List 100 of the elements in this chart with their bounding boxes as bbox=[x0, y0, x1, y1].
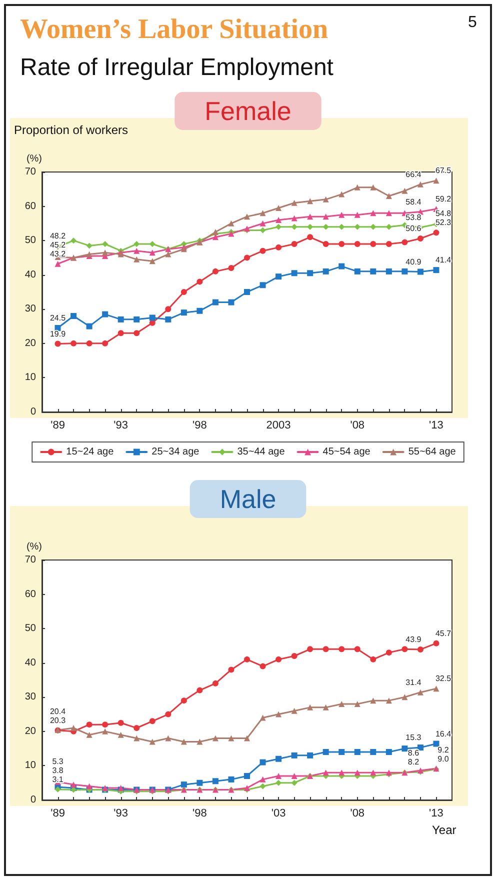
y-tick-label: 20 bbox=[24, 726, 36, 737]
point bbox=[276, 711, 282, 718]
point bbox=[291, 224, 298, 230]
point bbox=[86, 340, 92, 346]
point bbox=[102, 340, 108, 346]
point bbox=[276, 274, 282, 280]
point bbox=[291, 773, 298, 779]
point bbox=[354, 268, 360, 274]
x-tick-label: '98 bbox=[192, 420, 207, 432]
data-label: 3.1 bbox=[52, 774, 64, 784]
text: Women’s Labor Situation bbox=[20, 14, 328, 46]
data-label: 15.3 bbox=[406, 733, 422, 742]
point bbox=[370, 770, 376, 776]
point bbox=[180, 782, 187, 788]
point bbox=[322, 214, 329, 220]
point bbox=[276, 217, 282, 223]
point bbox=[228, 299, 234, 306]
data-label: 58.4 bbox=[406, 197, 422, 206]
point bbox=[338, 770, 345, 776]
point bbox=[307, 704, 314, 710]
point bbox=[228, 776, 234, 782]
point bbox=[212, 680, 218, 686]
x-tick-label: '93 bbox=[114, 808, 128, 820]
point bbox=[54, 340, 61, 347]
x-tick-label: '98 bbox=[192, 808, 207, 820]
point bbox=[322, 749, 329, 755]
point bbox=[149, 314, 156, 321]
point bbox=[102, 728, 108, 734]
point bbox=[338, 646, 345, 652]
x-tick-label: '89 bbox=[50, 808, 65, 820]
x-tick-label: '89 bbox=[50, 420, 65, 432]
data-label: 41.4 bbox=[435, 256, 452, 265]
point bbox=[260, 776, 266, 782]
point bbox=[165, 735, 172, 742]
point bbox=[370, 241, 376, 247]
point bbox=[228, 265, 234, 271]
point bbox=[228, 220, 234, 226]
point bbox=[134, 248, 140, 254]
data-label: 9.2 bbox=[438, 746, 450, 755]
point bbox=[196, 738, 203, 745]
point bbox=[354, 184, 360, 190]
point bbox=[402, 239, 408, 246]
point bbox=[102, 241, 108, 247]
data-label: 54.8 bbox=[435, 209, 452, 218]
point bbox=[354, 224, 360, 230]
text: Proportion of workers bbox=[14, 123, 130, 138]
data-label: 20.4 bbox=[50, 706, 66, 716]
point bbox=[322, 704, 329, 710]
point bbox=[212, 268, 218, 274]
data-label: 32.5 bbox=[435, 674, 452, 684]
x-tick-label: '03 bbox=[271, 808, 286, 820]
point bbox=[307, 234, 314, 240]
point bbox=[338, 241, 345, 247]
data-label: 24.5 bbox=[50, 314, 66, 322]
point bbox=[70, 238, 77, 244]
point bbox=[118, 732, 124, 738]
x-tick-label: '93 bbox=[114, 420, 128, 432]
y-tick-label: 50 bbox=[24, 235, 36, 246]
point bbox=[307, 752, 314, 758]
x-tick-label: '13 bbox=[429, 420, 444, 432]
point bbox=[386, 193, 392, 199]
point bbox=[307, 646, 314, 652]
point bbox=[417, 689, 424, 696]
point bbox=[402, 268, 408, 274]
point bbox=[260, 220, 266, 226]
point bbox=[134, 256, 140, 262]
point bbox=[149, 250, 156, 256]
point bbox=[165, 711, 172, 718]
point bbox=[338, 191, 345, 198]
point bbox=[370, 749, 376, 755]
point bbox=[260, 248, 266, 254]
text: 5 bbox=[468, 14, 477, 32]
point bbox=[322, 241, 329, 247]
point bbox=[70, 340, 77, 346]
point bbox=[354, 646, 360, 652]
point bbox=[354, 241, 360, 247]
point bbox=[307, 270, 314, 276]
y-tick-label: 30 bbox=[24, 692, 36, 703]
data-label: 43.2 bbox=[50, 249, 66, 258]
point bbox=[386, 749, 392, 755]
point bbox=[196, 308, 203, 314]
point bbox=[276, 773, 282, 779]
point bbox=[291, 215, 298, 222]
point bbox=[212, 735, 218, 742]
point bbox=[417, 268, 424, 275]
data-label: 53.8 bbox=[406, 213, 422, 222]
legend-label: 55~64 age bbox=[408, 446, 456, 458]
point bbox=[86, 722, 92, 728]
point bbox=[260, 210, 266, 216]
point bbox=[276, 656, 282, 662]
point bbox=[322, 770, 329, 776]
data-label: 8.6 bbox=[408, 748, 420, 758]
point bbox=[370, 268, 376, 274]
legend-label: 25~34 age bbox=[152, 446, 200, 458]
point bbox=[370, 224, 376, 230]
y-tick-label: 40 bbox=[24, 657, 36, 668]
point bbox=[307, 198, 314, 204]
data-label: 9.0 bbox=[438, 754, 450, 764]
y-tick-label: 70 bbox=[24, 166, 36, 178]
y-tick-label: 40 bbox=[24, 269, 36, 280]
